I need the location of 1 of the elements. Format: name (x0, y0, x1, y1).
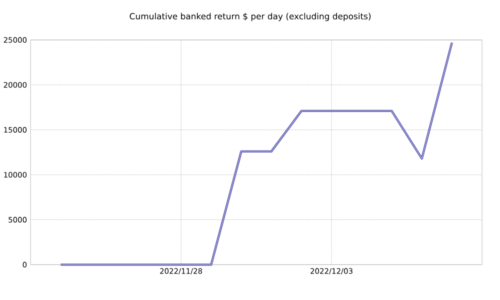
chart-title: Cumulative banked return $ per day (excluding deposits) (130, 13, 371, 22)
